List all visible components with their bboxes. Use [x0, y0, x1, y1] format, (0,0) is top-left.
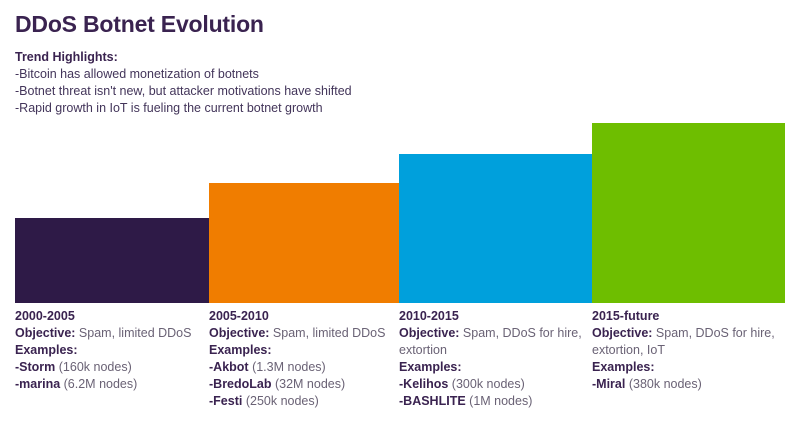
trend-highlight-item: -Rapid growth in IoT is fueling the curr… — [15, 101, 323, 115]
column-objective: Objective: Spam, DDoS for hire, extortio… — [399, 325, 585, 359]
column-2005-2010: 2005-2010 Objective: Spam, limited DDoS … — [209, 308, 392, 410]
examples-label: Examples: — [592, 360, 655, 374]
example-item: -Festi (250k nodes) — [209, 393, 392, 410]
example-item: -Miral (380k nodes) — [592, 376, 787, 393]
examples-label: Examples: — [15, 343, 78, 357]
objective-value: Spam, limited DDoS — [272, 326, 386, 340]
bar-2010-2015 — [399, 154, 592, 303]
example-item: -Storm (160k nodes) — [15, 359, 201, 376]
column-2015-future: 2015-future Objective: Spam, DDoS for hi… — [592, 308, 787, 393]
column-period-label: 2010-2015 — [399, 309, 459, 323]
column-objective: Objective: Spam, limited DDoS — [15, 325, 201, 342]
example-item: -Akbot (1.3M nodes) — [209, 359, 392, 376]
bar-2000-2005 — [15, 218, 209, 303]
example-detail: (300k nodes) — [451, 377, 525, 391]
example-detail: (250k nodes) — [245, 394, 319, 408]
column-2010-2015: 2010-2015 Objective: Spam, DDoS for hire… — [399, 308, 585, 410]
example-detail: (380k nodes) — [628, 377, 702, 391]
trend-highlights-block: Trend Highlights: -Bitcoin has allowed m… — [15, 49, 615, 117]
example-item: -BredoLab (32M nodes) — [209, 376, 392, 393]
example-prefix-name: -BASHLITE — [399, 394, 466, 408]
examples-label: Examples: — [399, 360, 462, 374]
example-prefix-name: -marina — [15, 377, 61, 391]
example-prefix-name: -Festi — [209, 394, 243, 408]
example-detail: (1M nodes) — [469, 394, 533, 408]
trend-highlight-item: -Bitcoin has allowed monetization of bot… — [15, 67, 259, 81]
column-period-label: 2000-2005 — [15, 309, 75, 323]
bar-2015-future — [592, 123, 785, 303]
example-item: -Kelihos (300k nodes) — [399, 376, 585, 393]
bar-2005-2010 — [209, 183, 399, 303]
examples-label: Examples: — [209, 343, 272, 357]
trend-highlights-heading: Trend Highlights: — [15, 50, 118, 64]
column-objective: Objective: Spam, limited DDoS — [209, 325, 392, 342]
example-prefix-name: -Miral — [592, 377, 626, 391]
trend-highlight-item: -Botnet threat isn't new, but attacker m… — [15, 84, 352, 98]
example-prefix-name: -Kelihos — [399, 377, 449, 391]
example-prefix-name: -BredoLab — [209, 377, 272, 391]
column-period-label: 2005-2010 — [209, 309, 269, 323]
column-objective: Objective: Spam, DDoS for hire, extortio… — [592, 325, 787, 359]
objective-label: Objective: — [399, 326, 460, 340]
objective-label: Objective: — [15, 326, 76, 340]
example-detail: (1.3M nodes) — [252, 360, 326, 374]
example-prefix-name: -Storm — [15, 360, 56, 374]
example-detail: (160k nodes) — [58, 360, 132, 374]
example-detail: (6.2M nodes) — [63, 377, 138, 391]
objective-value: Spam, DDoS for hire, extortion — [399, 326, 582, 357]
example-prefix-name: -Akbot — [209, 360, 249, 374]
objective-value: Spam, DDoS for hire, extortion, IoT — [592, 326, 775, 357]
example-item: -BASHLITE (1M nodes) — [399, 393, 585, 410]
column-period-label: 2015-future — [592, 309, 660, 323]
objective-label: Objective: — [592, 326, 653, 340]
example-item: -marina (6.2M nodes) — [15, 376, 201, 393]
column-2000-2005: 2000-2005 Objective: Spam, limited DDoS … — [15, 308, 201, 393]
objective-label: Objective: — [209, 326, 270, 340]
objective-value: Spam, limited DDoS — [78, 326, 192, 340]
page-title: DDoS Botnet Evolution — [15, 11, 264, 37]
example-detail: (32M nodes) — [274, 377, 346, 391]
